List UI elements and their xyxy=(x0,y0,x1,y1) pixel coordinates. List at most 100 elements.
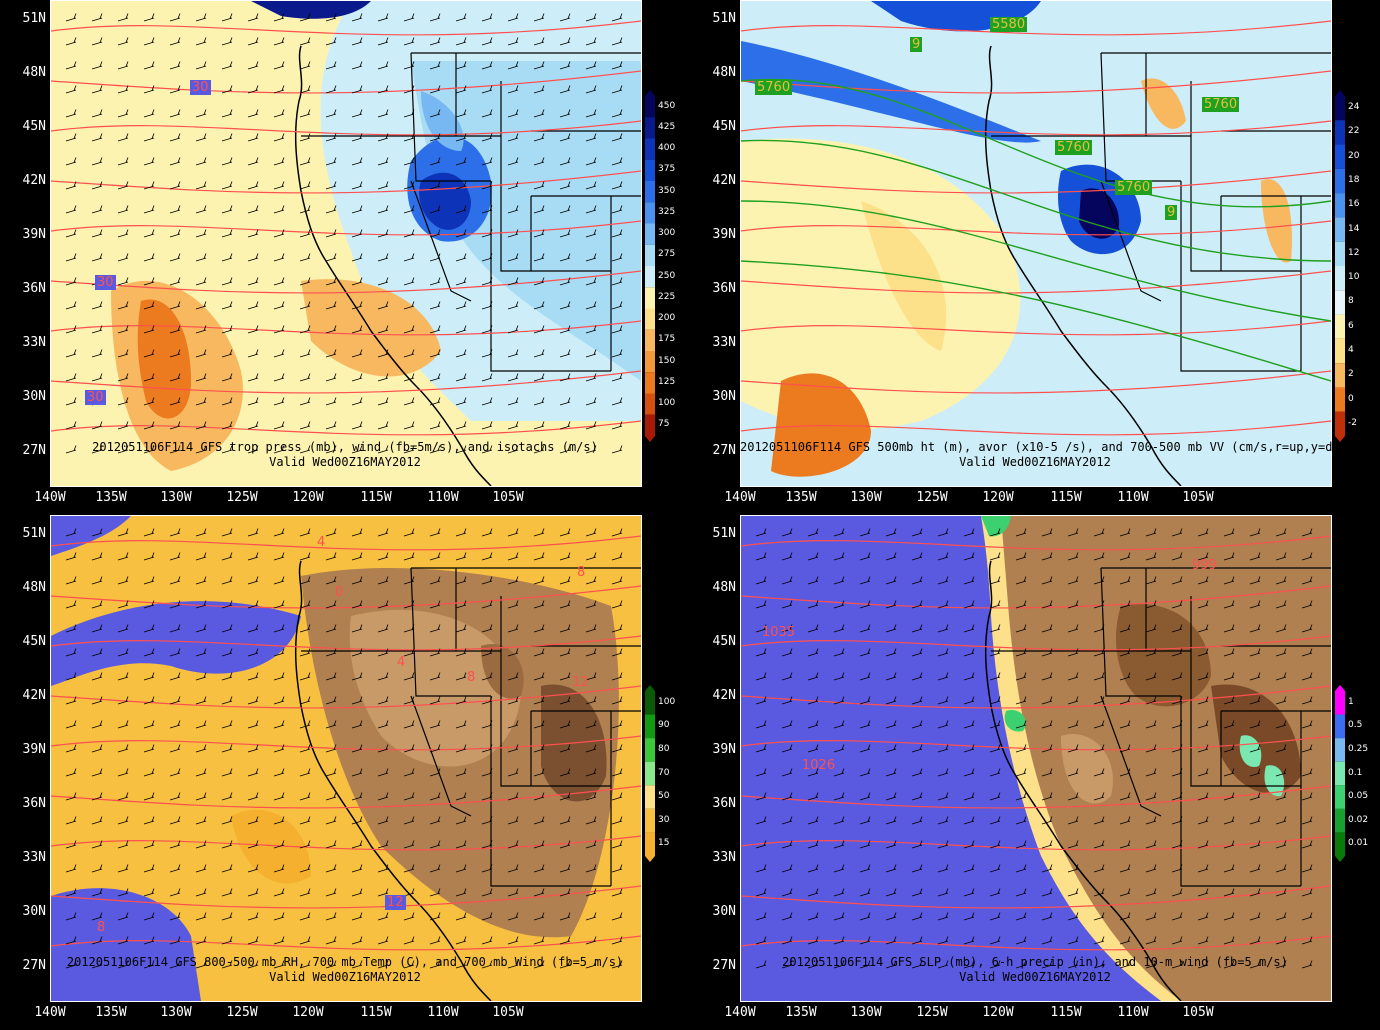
colorbar-label: 100 xyxy=(658,696,676,707)
wind-barb xyxy=(325,768,337,777)
wind-barb xyxy=(169,229,181,238)
wind-barb xyxy=(1093,648,1105,657)
lat-label: 30N xyxy=(712,904,736,919)
wind-barb xyxy=(885,912,897,921)
colorbar-swatch xyxy=(645,372,655,394)
state-boundary xyxy=(490,181,611,372)
wind-barb xyxy=(299,840,311,849)
wind-barb xyxy=(937,672,949,681)
wind-barb xyxy=(429,301,441,310)
wind-barb xyxy=(611,277,623,286)
wind-barb xyxy=(91,744,103,753)
wind-barb xyxy=(1249,648,1261,657)
wind-barb xyxy=(1041,648,1053,657)
wind-barb xyxy=(1067,936,1079,945)
wind-barb xyxy=(1145,816,1157,825)
wind-barb xyxy=(299,864,311,873)
wind-barb xyxy=(559,720,571,729)
wind-barb xyxy=(65,552,77,561)
wind-barb xyxy=(117,37,129,46)
wind-barb xyxy=(937,600,949,609)
wind-barb xyxy=(533,301,545,310)
contour-line xyxy=(741,785,1331,809)
wind-barb xyxy=(755,696,767,705)
wind-barb xyxy=(325,624,337,633)
wind-barb xyxy=(807,960,819,969)
contour-label: 5760 xyxy=(1055,140,1093,155)
wind-barb xyxy=(1093,720,1105,729)
wind-barb xyxy=(221,109,233,118)
wind-barb xyxy=(963,912,975,921)
wind-barb xyxy=(429,277,441,286)
lat-label: 39N xyxy=(712,227,736,242)
wind-barb xyxy=(117,744,129,753)
wind-barb xyxy=(559,600,571,609)
wind-barb xyxy=(481,157,493,166)
wind-barb xyxy=(351,445,363,454)
wind-barb xyxy=(1145,792,1157,801)
colorbar-label: 15 xyxy=(658,838,670,849)
wind-barb xyxy=(585,229,597,238)
wind-barb xyxy=(1093,624,1105,633)
wind-barb xyxy=(507,768,519,777)
wind-barb xyxy=(755,648,767,657)
wind-barb xyxy=(1015,672,1027,681)
wind-barb xyxy=(273,768,285,777)
wind-barb xyxy=(91,349,103,358)
wind-barb xyxy=(533,600,545,609)
wind-barb xyxy=(455,229,467,238)
wind-barb xyxy=(1119,528,1131,537)
wind-barb xyxy=(377,576,389,585)
wind-barb xyxy=(351,960,363,969)
wind-barb xyxy=(221,792,233,801)
contour-label: 12 xyxy=(572,675,589,690)
wind-barb xyxy=(143,157,155,166)
lat-label: 51N xyxy=(22,11,46,26)
wind-barb xyxy=(559,672,571,681)
wind-barb xyxy=(1171,648,1183,657)
wind-barb xyxy=(1145,528,1157,537)
wind-barb xyxy=(1275,576,1287,585)
wind-barb xyxy=(1145,624,1157,633)
contour-label: 12 xyxy=(385,895,406,910)
wind-barb xyxy=(1249,528,1261,537)
wind-barb xyxy=(351,792,363,801)
wind-barb xyxy=(885,672,897,681)
state-boundary xyxy=(410,52,491,182)
wind-barb xyxy=(611,936,623,945)
wind-barb xyxy=(807,912,819,921)
wind-barb xyxy=(559,936,571,945)
wind-barb xyxy=(1119,888,1131,897)
lon-label: 105W xyxy=(1182,490,1214,505)
wind-barb xyxy=(195,648,207,657)
colorbar-swatch xyxy=(1335,120,1345,145)
wind-barb xyxy=(1093,816,1105,825)
wind-barb xyxy=(299,624,311,633)
wind-barb xyxy=(481,600,493,609)
wind-barb xyxy=(169,816,181,825)
wind-barb xyxy=(611,85,623,94)
wind-barb xyxy=(325,85,337,94)
contour-line xyxy=(51,170,641,194)
wind-barb xyxy=(507,792,519,801)
wind-barb xyxy=(455,445,467,454)
wind-barb xyxy=(299,85,311,94)
wind-barb xyxy=(481,13,493,22)
wind-barb xyxy=(325,840,337,849)
wind-barb xyxy=(807,936,819,945)
wind-barb xyxy=(247,744,259,753)
wind-barb xyxy=(807,816,819,825)
wind-barb xyxy=(481,624,493,633)
wind-barb xyxy=(1067,864,1079,873)
wind-barb xyxy=(989,936,1001,945)
wind-barb xyxy=(1223,720,1235,729)
lat-label: 33N xyxy=(22,850,46,865)
wind-barb xyxy=(559,397,571,406)
wind-barb xyxy=(1301,624,1313,633)
colorbar-label: 6 xyxy=(1348,320,1354,331)
contour-line xyxy=(741,585,1331,609)
colorbar-swatch xyxy=(645,266,655,288)
colorbar-swatch xyxy=(1335,290,1345,315)
wind-barb xyxy=(247,445,259,454)
wind-barb xyxy=(585,445,597,454)
